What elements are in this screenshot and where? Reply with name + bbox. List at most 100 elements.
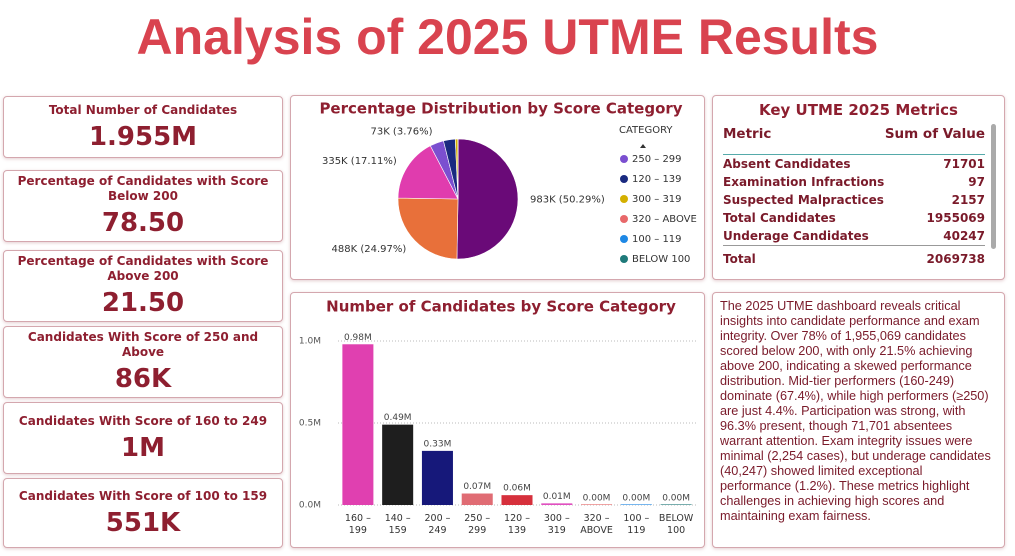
legend-label: 300 – 319 — [632, 194, 682, 205]
bar-value-label: 0.00M — [622, 493, 650, 503]
y-tick-label: 1.0M — [299, 337, 321, 347]
bar-value-label: 0.00M — [662, 493, 690, 503]
table-title: Key UTME 2025 Metrics — [759, 101, 958, 119]
kpi-card: Candidates With Score of 250 and Above 86… — [3, 326, 283, 398]
bar — [581, 504, 613, 505]
table-row: Suspected Malpractices 2157 — [723, 191, 985, 209]
legend-label: 120 – 139 — [632, 174, 682, 185]
x-tick-label: 300 – 319 — [543, 513, 570, 536]
x-tick-label: 100 – 119 — [623, 513, 650, 536]
bar-value-label: 0.01M — [543, 492, 571, 502]
kpi-value: 551K — [105, 507, 181, 538]
x-tick-label: 160 – 199 — [344, 513, 371, 536]
bar — [541, 503, 573, 505]
table-cell: 97 — [968, 175, 985, 189]
kpi-value: 1M — [121, 432, 165, 463]
legend-sort-icon — [640, 144, 646, 148]
chart-title: Number of Candidates by Score Category — [326, 298, 676, 316]
bar — [342, 344, 374, 505]
table-cell: 2157 — [951, 193, 985, 207]
legend-label: 320 – ABOVE — [632, 214, 697, 225]
table-row: Examination Infractions 97 — [723, 173, 985, 191]
table-row: Underage Candidates 40247 — [723, 227, 985, 246]
total-cell: Total — [723, 252, 756, 266]
kpi-label: Candidates With Score of 100 to 159 — [18, 488, 268, 503]
legend-title: CATEGORY — [619, 125, 673, 136]
x-tick-label: 200 – 249 — [424, 513, 451, 536]
table-cell: 1955069 — [926, 211, 985, 225]
kpi-card: Percentage of Candidates with Score Abov… — [3, 250, 283, 322]
bar — [501, 495, 533, 505]
table-cell: Examination Infractions — [723, 175, 885, 189]
bar-chart: Number of Candidates by Score Category 0.… — [299, 298, 696, 511]
bar — [620, 504, 652, 505]
bar-panel: Number of Candidates by Score Category 0.… — [290, 292, 705, 548]
y-tick-label: 0.5M — [299, 419, 321, 429]
legend-label: BELOW 100 — [632, 254, 690, 265]
legend-swatch — [620, 175, 628, 183]
pie-panel: Percentage Distribution by Score Categor… — [290, 95, 705, 280]
chart-title: Percentage Distribution by Score Categor… — [319, 100, 682, 118]
kpi-card: Total Number of Candidates 1.955M — [3, 96, 283, 158]
table-row: Total Candidates 1955069 — [723, 209, 985, 227]
bar-value-label: 0.33M — [424, 439, 452, 449]
legend-swatch — [620, 235, 628, 243]
x-tick-label: 120 – 139 — [504, 513, 530, 536]
x-tick-label: 250 – 299 — [464, 513, 491, 536]
bar-value-label: 0.98M — [344, 333, 372, 343]
table-header-row: Metric Sum of Value — [723, 124, 985, 155]
table-row: Absent Candidates 71701 — [723, 155, 985, 174]
bar — [382, 424, 414, 505]
bar — [421, 450, 453, 505]
slice-label: 488K (24.97%) — [332, 244, 407, 255]
kpi-label: Percentage of Candidates with Score Abov… — [17, 254, 269, 283]
column-header: Sum of Value — [884, 126, 985, 142]
slice-label: 983K (50.29%) — [530, 195, 605, 206]
legend-label: 100 – 119 — [632, 234, 682, 245]
table-cell: 40247 — [943, 229, 985, 243]
bar-value-label: 0.07M — [463, 482, 491, 492]
summary-panel: The 2025 UTME dashboard reveals critical… — [712, 292, 1005, 548]
kpi-card: Candidates With Score of 160 to 249 1M — [3, 402, 283, 474]
table-cell: Absent Candidates — [723, 157, 851, 171]
bar — [461, 493, 493, 505]
kpi-value: 78.50 — [101, 208, 185, 238]
pie-slice — [456, 138, 519, 260]
scrollbar[interactable] — [991, 124, 996, 249]
legend-label: 250 – 299 — [632, 154, 682, 165]
summary-text: The 2025 UTME dashboard reveals critical… — [720, 299, 991, 523]
total-cell: 2069738 — [926, 252, 985, 266]
pie-slice — [397, 145, 459, 200]
kpi-card: Candidates With Score of 100 to 159 551K — [3, 478, 283, 548]
legend-swatch — [620, 215, 628, 223]
kpi-label: Candidates With Score of 250 and Above — [27, 330, 259, 359]
slice-label: 73K (3.76%) — [370, 127, 432, 138]
column-header: Metric — [723, 126, 772, 142]
metrics-table: Metric Sum of Value Absent Candidates 71701… — [723, 124, 985, 268]
bar-value-label: 0.00M — [583, 493, 611, 503]
dashboard-title: Analysis of 2025 UTME Results — [136, 9, 879, 65]
y-tick-label: 0.0M — [299, 501, 321, 511]
legend-swatch — [620, 155, 628, 163]
table-cell: Total Candidates — [723, 211, 836, 225]
kpi-label: Percentage of Candidates with Score Belo… — [17, 174, 269, 203]
bar-value-label: 0.49M — [384, 413, 412, 423]
kpi-value: 1.955M — [88, 121, 198, 152]
legend-swatch — [620, 255, 628, 263]
kpi-label: Total Number of Candidates — [48, 102, 238, 117]
table-cell: 71701 — [943, 157, 985, 171]
bar-value-label: 0.06M — [503, 484, 531, 494]
bar — [660, 504, 692, 505]
table-cell: Underage Candidates — [723, 229, 869, 243]
kpi-value: 86K — [114, 364, 172, 394]
legend-swatch — [620, 195, 628, 203]
pie-slice — [397, 197, 459, 260]
kpi-card: Percentage of Candidates with Score Belo… — [3, 170, 283, 242]
kpi-label: Candidates With Score of 160 to 249 — [18, 413, 268, 428]
x-tick-label: BELOW 100 — [658, 513, 694, 536]
table-panel: Key UTME 2025 Metrics Metric Sum of Value… — [712, 95, 1005, 280]
table-cell: Suspected Malpractices — [723, 193, 884, 207]
table-total-row: Total 2069738 — [723, 245, 985, 269]
kpi-value: 21.50 — [101, 288, 185, 318]
